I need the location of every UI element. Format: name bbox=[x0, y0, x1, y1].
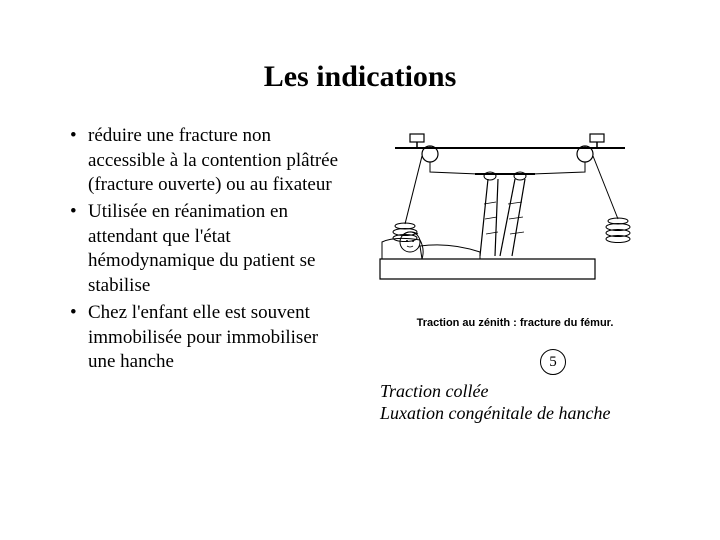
figure-column: Traction au zénith : fracture du fémur. … bbox=[350, 124, 680, 424]
text-column: réduire une fracture non accessible à la… bbox=[40, 124, 340, 424]
bullet-item: Chez l'enfant elle est souvent immobilis… bbox=[70, 301, 340, 375]
figure-caption: Traction au zénith : fracture du fémur. bbox=[350, 317, 680, 329]
bullet-item: réduire une fracture non accessible à la… bbox=[70, 124, 340, 198]
handwritten-number-circled: 5 bbox=[540, 349, 566, 375]
content-row: réduire une fracture non accessible à la… bbox=[40, 124, 680, 424]
bullet-item: Utilisée en réanimation en attendant que… bbox=[70, 200, 340, 299]
handwritten-notes: 5 Traction collée Luxation congénitale d… bbox=[350, 349, 680, 424]
page-title: Les indications bbox=[40, 60, 680, 94]
bullet-list: réduire une fracture non accessible à la… bbox=[70, 124, 340, 375]
handwritten-line: Luxation congénitale de hanche bbox=[380, 403, 680, 425]
handwritten-line: Traction collée bbox=[380, 381, 680, 403]
traction-diagram bbox=[350, 124, 670, 304]
